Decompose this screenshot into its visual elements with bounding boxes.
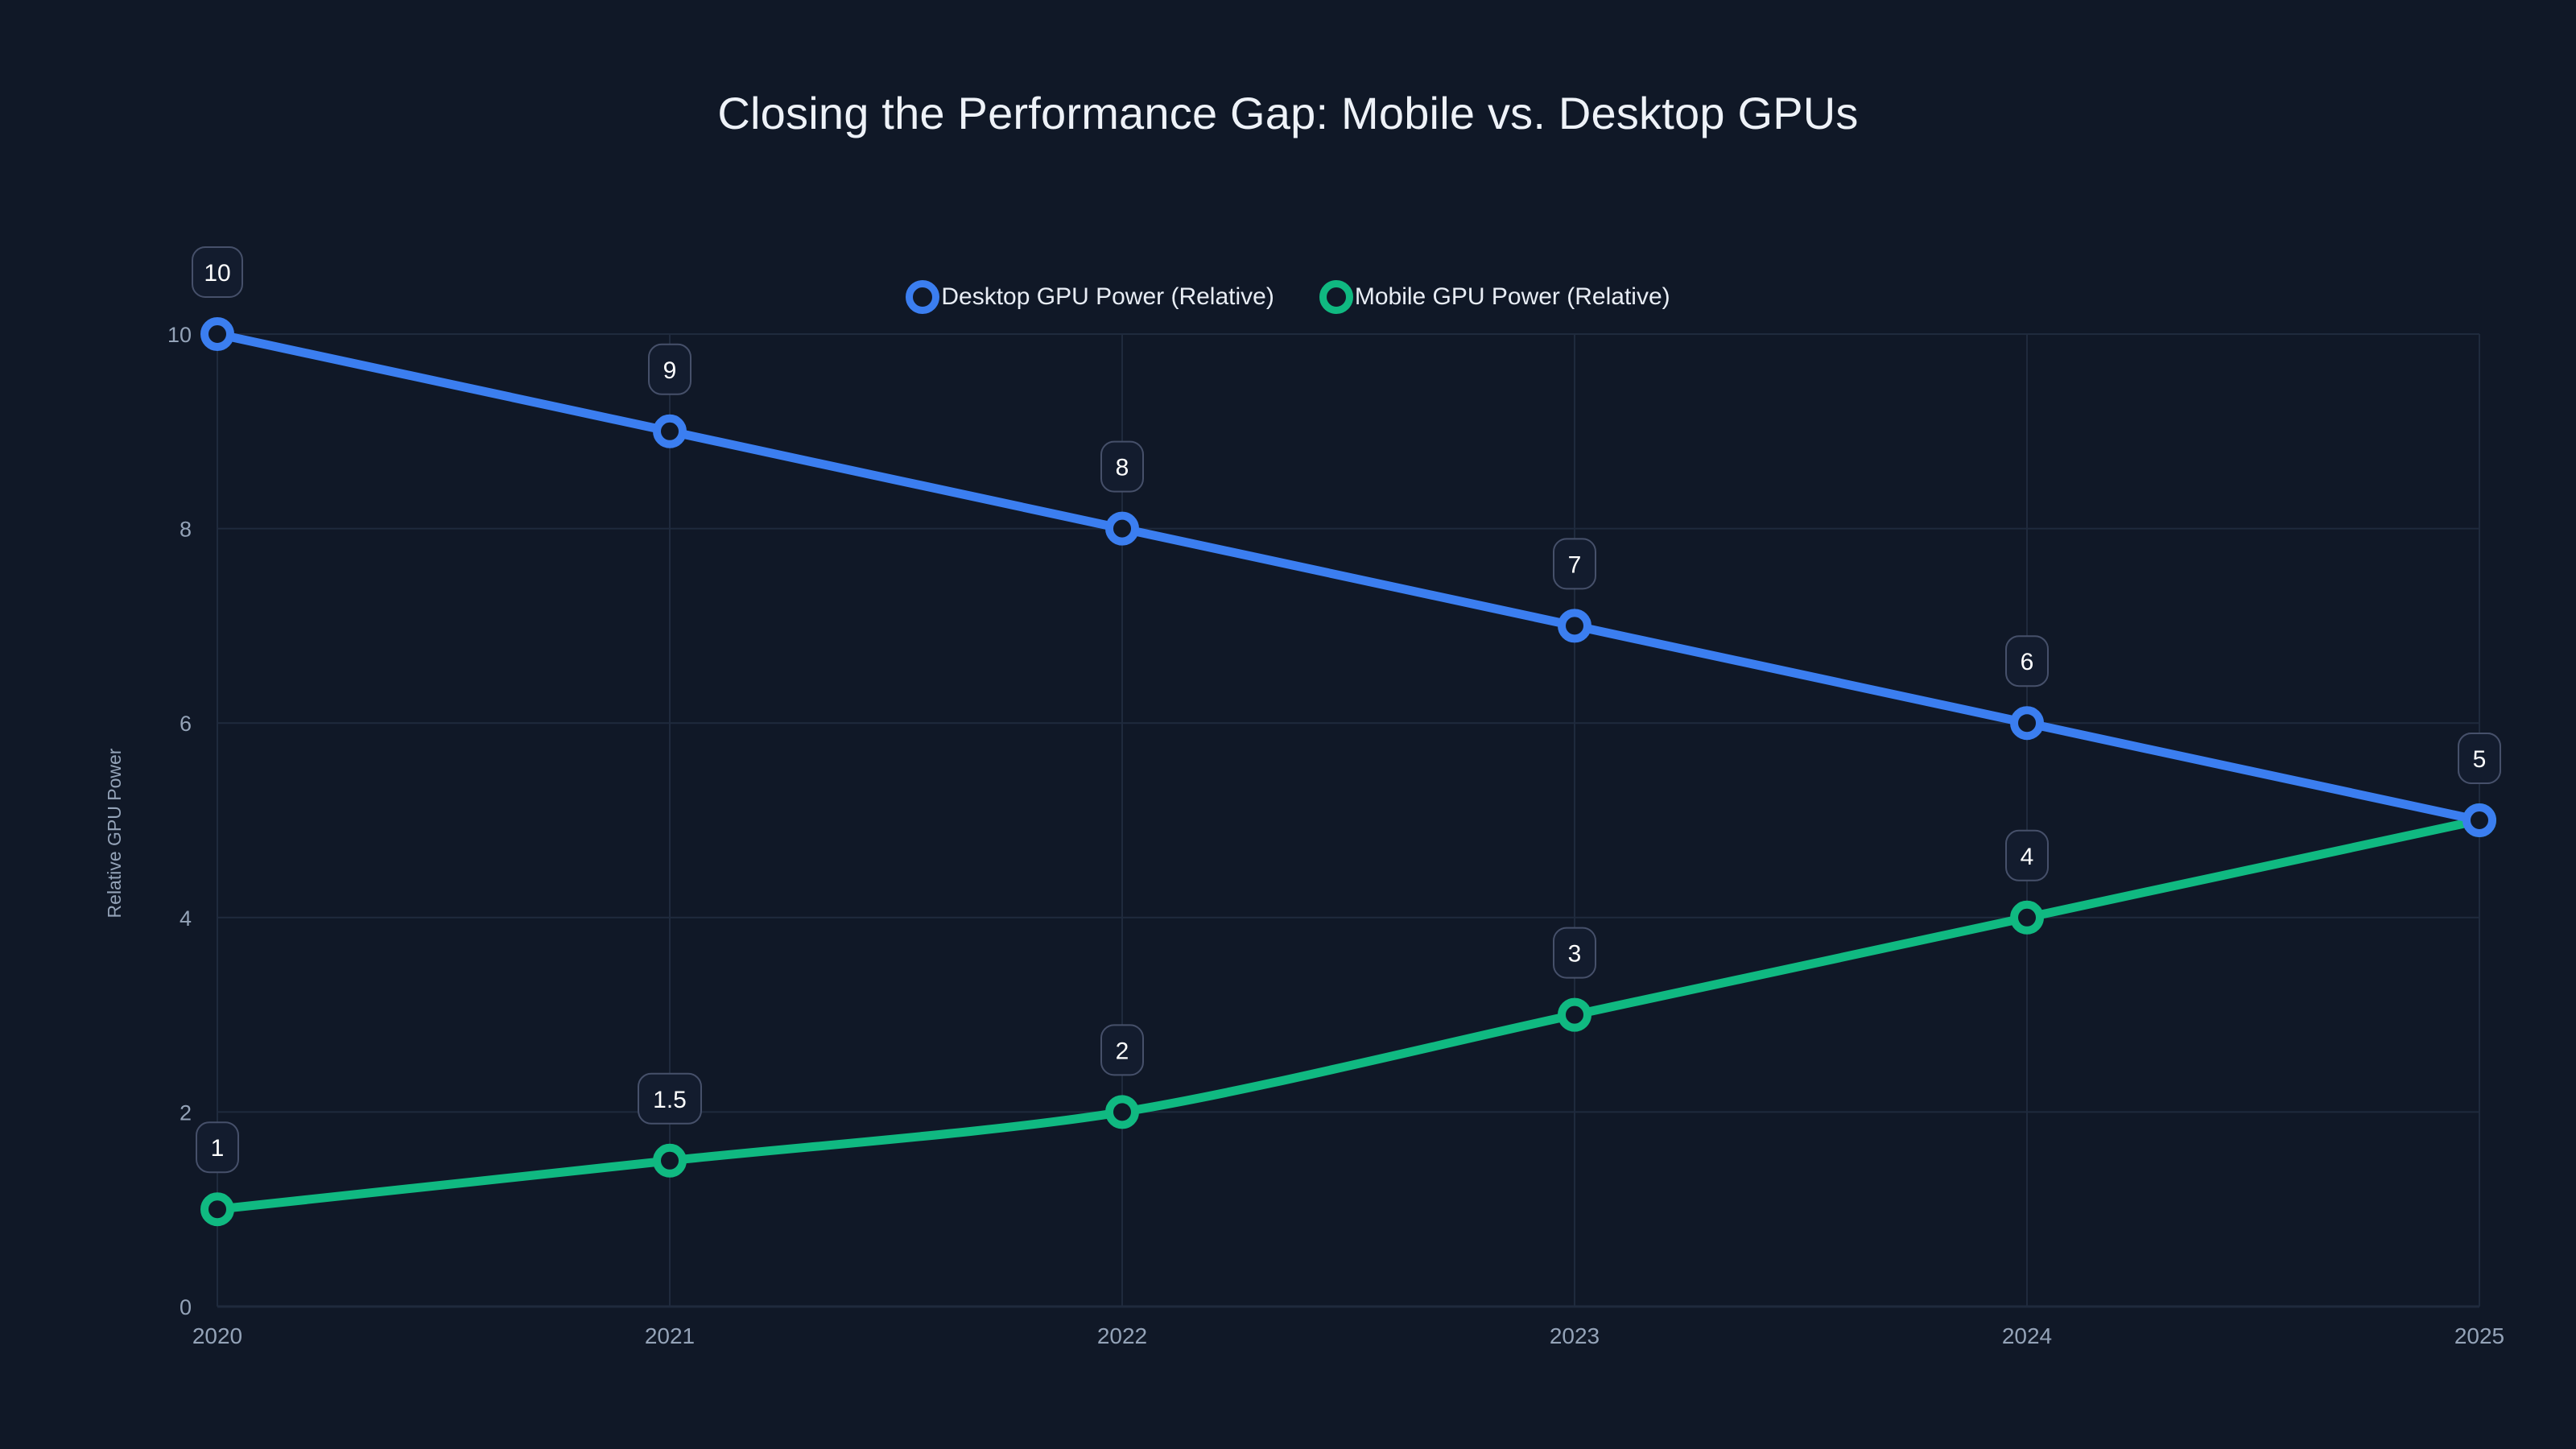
data-label-box — [2458, 733, 2501, 784]
data-label-text: 4 — [2021, 844, 2034, 870]
data-label-box — [2005, 635, 2049, 687]
y-axis-title: Relative GPU Power — [104, 748, 125, 918]
y-axis-tick-label: 2 — [180, 1100, 192, 1125]
data-label-text: 6 — [2021, 649, 2034, 675]
data-point-marker[interactable] — [2462, 803, 2496, 837]
data-label-text: 1.5 — [653, 1087, 687, 1113]
data-label-text: 9 — [663, 357, 677, 384]
x-axis-tick-label: 2024 — [2002, 1323, 2052, 1348]
data-point-marker[interactable] — [1105, 511, 1139, 546]
data-label: 5 — [2458, 733, 2501, 784]
data-point-marker[interactable] — [2010, 706, 2044, 741]
data-label-box — [638, 1072, 702, 1125]
data-label-box — [1553, 538, 1596, 590]
y-axis-tick-label: 0 — [180, 1295, 192, 1319]
data-label: 4 — [2005, 829, 2049, 881]
data-label-box — [1100, 1024, 1144, 1076]
series-desktop — [200, 317, 2496, 837]
data-point-marker[interactable] — [200, 317, 234, 351]
series-mobile — [200, 803, 2496, 1227]
data-label: 10 — [192, 246, 243, 298]
y-axis-tick-label: 8 — [180, 518, 192, 542]
data-label-text: 5 — [2473, 746, 2487, 773]
data-label-box — [1100, 440, 1144, 493]
data-label-box — [196, 1121, 239, 1174]
data-label: 7 — [1553, 538, 1596, 590]
data-label-text: 3 — [1568, 941, 1582, 968]
y-axis-tick-label: 4 — [180, 906, 192, 931]
x-axis-tick-label: 2025 — [2454, 1323, 2504, 1348]
legend-label-desktop: Desktop GPU Power (Relative) — [941, 283, 1274, 310]
legend-label-mobile: Mobile GPU Power (Relative) — [1354, 283, 1670, 310]
y-axis-tick-label: 10 — [167, 323, 192, 347]
data-label-text: 10 — [204, 260, 230, 287]
data-label: 2 — [1100, 1024, 1144, 1076]
legend-marker-desktop-icon — [906, 280, 940, 314]
data-label: 6 — [2005, 635, 2049, 687]
data-point-marker[interactable] — [653, 414, 687, 448]
x-axis-tick-label: 2021 — [645, 1323, 695, 1348]
data-label-text: 8 — [1116, 455, 1129, 481]
data-label-box — [192, 246, 243, 298]
chart-title: Closing the Performance Gap: Mobile vs. … — [717, 88, 1859, 138]
data-label-box — [1553, 927, 1596, 979]
data-point-marker[interactable] — [1105, 1095, 1139, 1129]
data-point-marker[interactable] — [200, 1192, 234, 1227]
data-label-text: 2 — [1116, 1038, 1129, 1064]
series-line — [213, 815, 2484, 1214]
series-line — [213, 329, 2484, 825]
legend-item-mobile[interactable]: Mobile GPU Power (Relative) — [1319, 280, 1670, 314]
data-label-box — [2005, 829, 2049, 881]
data-label: 1.5 — [638, 1072, 702, 1125]
data-label: 1 — [196, 1121, 239, 1174]
data-point-marker[interactable] — [1558, 609, 1591, 643]
chart-legend: Desktop GPU Power (Relative) Mobile GPU … — [0, 280, 2576, 314]
data-point-marker[interactable] — [1558, 997, 1591, 1032]
data-point-marker[interactable] — [2010, 900, 2044, 935]
legend-item-desktop[interactable]: Desktop GPU Power (Relative) — [906, 280, 1274, 314]
x-axis-tick-label: 2023 — [1550, 1323, 1600, 1348]
x-axis-tick-label: 2022 — [1097, 1323, 1147, 1348]
legend-marker-mobile-icon — [1319, 280, 1353, 314]
data-label: 9 — [648, 343, 691, 395]
data-point-marker[interactable] — [653, 1143, 687, 1178]
data-label-text: 7 — [1568, 551, 1582, 578]
y-axis-tick-label: 6 — [180, 712, 192, 736]
data-label: 8 — [1100, 440, 1144, 493]
data-label-text: 1 — [211, 1135, 225, 1162]
x-axis-tick-label: 2020 — [192, 1323, 242, 1348]
data-label-box — [648, 343, 691, 395]
data-label: 3 — [1553, 927, 1596, 979]
